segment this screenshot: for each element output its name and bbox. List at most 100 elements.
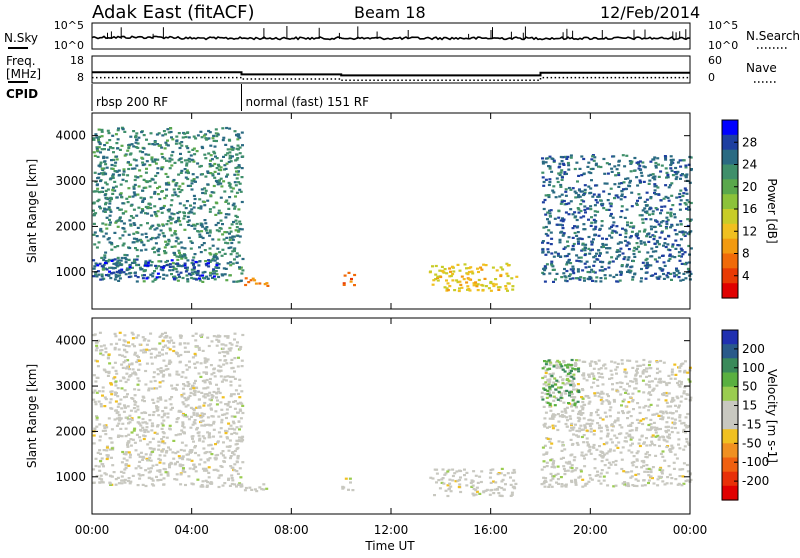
data-cell [569, 363, 573, 367]
data-cell [546, 248, 550, 251]
data-cell [221, 274, 225, 277]
data-cell [129, 135, 133, 138]
data-cell [546, 368, 550, 371]
data-cell [224, 429, 227, 432]
data-cell [560, 392, 564, 395]
data-cell [673, 377, 677, 380]
data-cell [587, 375, 591, 378]
data-cell [180, 161, 184, 164]
data-cell [489, 280, 493, 284]
data-cell [670, 162, 674, 165]
data-cell [238, 220, 242, 223]
data-cell [186, 220, 190, 223]
data-cell [110, 197, 113, 201]
data-cell [116, 260, 120, 263]
data-cell [155, 227, 159, 230]
data-cell [514, 482, 518, 485]
data-cell [188, 210, 192, 213]
data-cell [623, 368, 627, 371]
data-cell [594, 280, 598, 283]
data-cell [225, 279, 229, 282]
data-cell [251, 277, 255, 280]
data-cell [204, 175, 208, 178]
data-cell [599, 426, 603, 429]
data-cell [685, 463, 689, 467]
data-cell [615, 366, 619, 369]
data-cell [176, 211, 180, 215]
data-cell [626, 270, 629, 273]
data-cell [118, 418, 122, 421]
data-cell [213, 176, 217, 179]
data-cell [146, 180, 150, 183]
data-cell [557, 216, 561, 219]
data-cell [649, 367, 653, 370]
data-cell [621, 410, 624, 413]
data-cell [653, 444, 657, 447]
data-cell [111, 366, 115, 369]
data-cell [498, 286, 502, 289]
data-cell [560, 485, 564, 488]
data-cell [647, 392, 651, 395]
data-cell [624, 436, 628, 439]
data-cell [627, 484, 631, 488]
data-cell [186, 147, 190, 150]
data-cell [594, 474, 598, 477]
data-cell [227, 478, 230, 481]
data-cell [608, 274, 612, 277]
data-cell [595, 201, 599, 204]
data-cell [188, 467, 192, 470]
data-cell [207, 265, 211, 268]
data-cell [216, 387, 220, 390]
data-cell [549, 243, 553, 246]
data-cell [598, 375, 602, 378]
data-cell [214, 457, 218, 460]
data-cell [228, 349, 232, 352]
data-cell [192, 160, 196, 163]
data-cell [185, 145, 189, 148]
data-cell [198, 233, 202, 236]
data-cell [582, 193, 585, 197]
data-cell [236, 483, 240, 486]
data-cell [562, 218, 566, 221]
data-cell [103, 208, 107, 211]
data-cell [114, 133, 118, 136]
data-cell [184, 444, 188, 447]
data-cell [471, 272, 475, 275]
data-cell [162, 462, 166, 465]
data-cell [465, 471, 469, 474]
data-cell [593, 271, 597, 274]
data-cell [202, 395, 206, 398]
data-cell [178, 457, 182, 460]
data-cell [651, 389, 655, 392]
data-cell [164, 172, 168, 176]
data-cell [162, 277, 166, 280]
data-cell [223, 456, 227, 459]
data-cell [193, 202, 196, 205]
data-cell [165, 274, 169, 277]
data-cell [506, 282, 510, 285]
data-cell [565, 416, 569, 419]
data-cell [204, 192, 207, 195]
data-cell [602, 190, 606, 193]
data-cell [569, 188, 573, 191]
data-cell [97, 138, 100, 141]
data-cell [215, 383, 218, 386]
data-cell [127, 233, 131, 236]
data-cell [92, 151, 96, 154]
freq-right-tick-bottom: 0 [708, 71, 715, 84]
data-cell [656, 241, 660, 244]
data-cell [570, 423, 573, 427]
data-cell [662, 244, 665, 247]
data-cell [165, 436, 169, 439]
data-cell [576, 435, 580, 438]
data-cell [544, 477, 548, 480]
data-cell [631, 442, 634, 445]
data-cell [666, 173, 670, 176]
data-cell [151, 347, 155, 350]
data-cell [157, 457, 161, 460]
data-cell [559, 202, 563, 205]
data-cell [114, 393, 117, 396]
data-cell [581, 406, 585, 409]
data-cell [184, 176, 188, 179]
data-cell [189, 415, 193, 418]
